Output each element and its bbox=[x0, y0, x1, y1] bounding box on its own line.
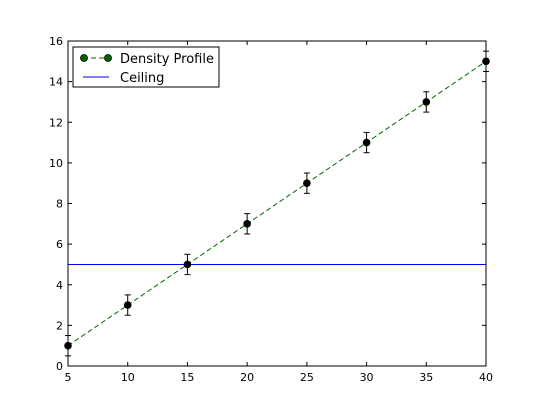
density-profile-point bbox=[303, 179, 311, 187]
x-tick-label: 25 bbox=[300, 371, 314, 384]
x-tick-label: 35 bbox=[419, 371, 433, 384]
x-tick-label: 10 bbox=[121, 371, 135, 384]
x-tick-label: 15 bbox=[180, 371, 194, 384]
y-axis: 0 2 4 6 8 10 12 14 16 bbox=[49, 35, 486, 373]
legend-box bbox=[72, 46, 220, 88]
legend-swatch-density-profile-marker bbox=[80, 54, 88, 62]
y-tick-label: 16 bbox=[49, 35, 63, 48]
legend-entry-ceiling: Ceiling bbox=[83, 71, 164, 86]
y-tick-label: 12 bbox=[49, 116, 63, 129]
axes-frame bbox=[67, 40, 487, 367]
density-profile-point bbox=[183, 260, 192, 269]
y-tick-label: 14 bbox=[49, 76, 63, 89]
density-profile-point bbox=[422, 98, 431, 106]
y-tick-label: 0 bbox=[56, 360, 63, 373]
x-tick-label: 5 bbox=[65, 371, 72, 384]
legend-entry-density-profile: Density Profile bbox=[80, 52, 214, 67]
density-profile-point bbox=[243, 220, 251, 228]
x-tick-label: 20 bbox=[240, 371, 254, 384]
density-profile-point bbox=[362, 138, 371, 147]
x-tick-label: 40 bbox=[479, 371, 493, 384]
legend-label-density-profile: Density Profile bbox=[120, 52, 214, 67]
density-profile-point bbox=[123, 301, 132, 309]
y-tick-label: 6 bbox=[56, 238, 63, 251]
legend-swatch-density-profile-marker bbox=[104, 54, 112, 62]
y-tick-label: 4 bbox=[56, 279, 63, 292]
x-tick-label: 30 bbox=[360, 371, 374, 384]
y-tick-label: 8 bbox=[56, 198, 63, 211]
legend: Density Profile Ceiling bbox=[72, 46, 220, 88]
y-tick-label: 2 bbox=[56, 319, 63, 332]
x-axis: 5 10 15 20 25 30 35 40 bbox=[65, 41, 493, 384]
density-profile-line bbox=[67, 60, 487, 347]
legend-label-ceiling: Ceiling bbox=[120, 71, 164, 86]
y-tick-label: 10 bbox=[49, 157, 63, 170]
